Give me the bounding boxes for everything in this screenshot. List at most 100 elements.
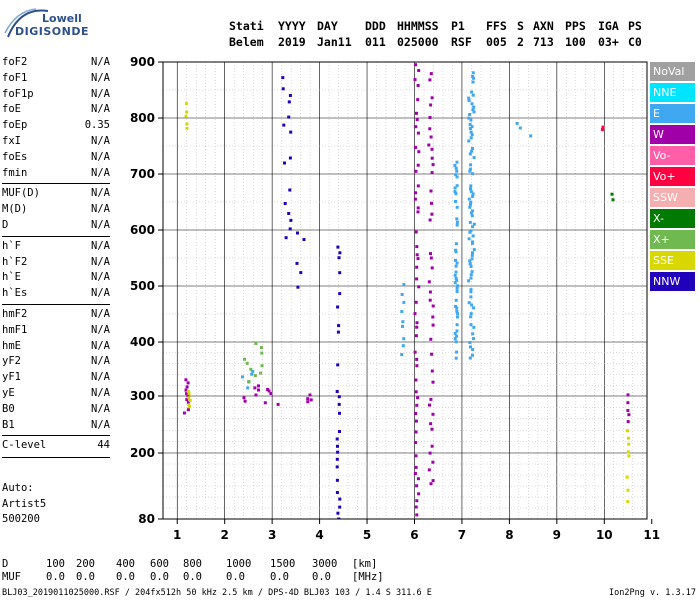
echo-point-e: [241, 375, 244, 379]
echo-point-w: [242, 396, 246, 400]
echo-point-w: [417, 150, 421, 154]
param-name: foEp: [2, 119, 28, 132]
echo-point-w: [182, 411, 186, 415]
echo-point-e: [402, 283, 406, 286]
echo-point-e: [469, 189, 473, 193]
echo-point-e: [468, 203, 472, 206]
echo-point-e: [471, 93, 475, 97]
digisonde-logo: Lowell DIGISONDE: [2, 3, 88, 43]
echo-point-e: [455, 184, 459, 188]
auto-label: Auto:: [2, 482, 34, 494]
echo-point-e: [471, 332, 475, 336]
echo-point-e: [455, 350, 459, 354]
param-value: 44: [97, 439, 110, 452]
echo-point-w: [185, 398, 189, 402]
echo-point-w: [306, 397, 310, 401]
echo-point-w: [429, 422, 433, 426]
param-name: h`F2: [2, 255, 28, 268]
echo-point-e: [472, 105, 476, 109]
echo-point-w: [429, 482, 433, 486]
echo-point-e: [472, 110, 476, 114]
echo-point-e: [454, 264, 458, 268]
echo-point-e: [454, 276, 458, 280]
echo-point-w: [430, 201, 433, 205]
echo-point-e: [455, 160, 459, 164]
distance-cell-9: [km]: [352, 558, 378, 570]
param-name: yF2: [2, 355, 21, 368]
echo-point-e: [455, 306, 459, 310]
echo-point-e: [456, 312, 460, 316]
param-value: N/A: [91, 323, 110, 336]
echo-point-e: [454, 192, 458, 196]
param-row-foF1p: foF1p N/A: [2, 88, 110, 102]
param-name: C-level: [2, 439, 47, 452]
echo-point-w: [429, 135, 433, 139]
header-row1-cell-5: P1: [451, 19, 465, 33]
echo-point-sse: [626, 450, 630, 454]
echo-point-nnw: [288, 227, 292, 231]
echo-point-e: [469, 264, 473, 268]
echo-point-w: [431, 479, 435, 483]
param-value: N/A: [91, 87, 110, 100]
param-row-yE: yE N/A: [2, 387, 110, 401]
echo-point-w: [415, 321, 419, 325]
param-row-fxI: fxI N/A: [2, 135, 110, 149]
echo-point-nnw: [282, 123, 286, 127]
header-row1-cell-8: AXN: [533, 19, 554, 33]
echo-point-e: [467, 237, 471, 241]
echo-point-e: [469, 273, 473, 277]
echo-point-w: [429, 189, 433, 193]
echo-point-sse: [185, 122, 189, 126]
echo-point-nnw: [284, 236, 288, 240]
echo-point-e: [472, 325, 476, 329]
x-tick-label: 9: [553, 528, 561, 542]
param-value: N/A: [91, 150, 110, 163]
echo-point-e: [453, 190, 457, 194]
echo-point-e: [471, 71, 475, 75]
echo-point-sse: [626, 488, 630, 492]
echo-point-w: [416, 84, 420, 87]
echo-point-w: [416, 184, 420, 188]
echo-point-e: [456, 284, 460, 288]
echo-point-e: [470, 102, 474, 106]
echo-point-e: [471, 225, 475, 229]
echo-point-w: [416, 257, 420, 261]
echo-point-e: [454, 248, 458, 252]
echo-point-w: [415, 357, 419, 361]
echo-point-w: [428, 290, 432, 294]
echo-point-w: [429, 72, 433, 76]
legend-item-noval: NoVal: [650, 62, 695, 81]
echo-point-sse: [626, 436, 630, 440]
echo-point-e: [246, 386, 250, 390]
param-row-foE: foE N/A: [2, 103, 110, 117]
echo-point-e: [468, 113, 472, 116]
echo-point-e: [250, 372, 254, 376]
echo-point-nnw: [335, 437, 339, 441]
x-tick-label: 4: [315, 528, 323, 542]
echo-point-w: [414, 390, 418, 394]
footer-file-info: BLJ03_2019011025000.RSF / 204fx512h 50 k…: [2, 588, 432, 598]
header-row1-cell-10: IGA: [598, 19, 619, 33]
echo-point-e: [454, 166, 458, 170]
echo-point-e: [402, 300, 406, 304]
echo-point-e: [469, 288, 473, 292]
echo-point-e: [471, 192, 475, 196]
echo-point-w: [417, 285, 421, 289]
param-row-B0: B0 N/A: [2, 403, 110, 417]
legend-item-nnw: NNW: [650, 272, 695, 291]
distance-cell-5: 800: [183, 558, 202, 570]
echo-point-e: [468, 262, 472, 266]
echo-point-w: [415, 484, 419, 488]
echo-point-e: [471, 353, 474, 357]
header-row2-cell-6: 005: [486, 35, 507, 49]
echo-point-w: [309, 398, 313, 402]
param-value: N/A: [91, 339, 110, 352]
echo-point-w: [416, 131, 420, 135]
echo-point-nnw: [338, 251, 342, 255]
echo-point-sse: [184, 114, 188, 118]
echo-point-w: [414, 334, 418, 338]
distance-cell-2: 200: [76, 558, 95, 570]
echo-point-nnw: [335, 457, 339, 461]
echo-point-w: [257, 384, 260, 388]
logo-line-2: DIGISONDE: [15, 25, 89, 38]
